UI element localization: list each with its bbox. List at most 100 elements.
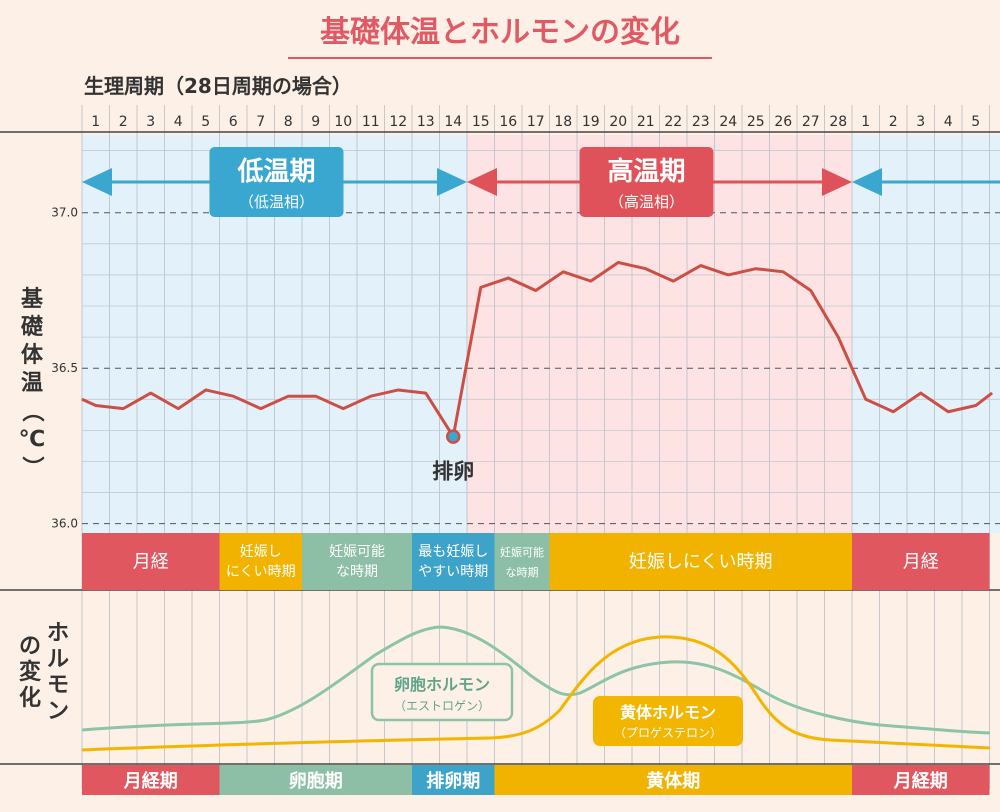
bbt-point: [700, 265, 702, 267]
fertility-segment: [852, 533, 990, 590]
ovulation-marker: [446, 429, 461, 444]
bbt-point: [232, 395, 234, 397]
day-label: 27: [802, 114, 820, 130]
day-label: 7: [256, 114, 265, 130]
phase-segment-label: 排卵期: [426, 770, 480, 792]
bbt-point: [672, 280, 674, 282]
fertility-segment: [549, 533, 852, 590]
cycle-subtitle: 生理周期（28日周期の場合）: [84, 74, 352, 98]
hormone-axis-label-char: ホ: [47, 621, 69, 646]
progesterone-curve: [81, 635, 991, 752]
phase-segment-label: 月経期: [123, 770, 178, 792]
day-label: 4: [174, 114, 183, 130]
day-label: 21: [637, 114, 655, 130]
day-label: 3: [146, 114, 155, 130]
bbt-point: [397, 389, 399, 391]
bbt-point: [617, 261, 619, 263]
fertility-segment-label: 妊娠し: [240, 544, 282, 560]
phase-arrows: 低温期 （低温相） 高温期 （高温相）: [82, 147, 1000, 217]
low-phase-arrowhead-right: [437, 168, 467, 196]
bbt-point: [727, 274, 729, 276]
hormone-axis-label-char: 変: [19, 659, 41, 685]
y-axis-label-char: 基: [21, 287, 44, 312]
low-phase-box: [209, 147, 344, 217]
bbt-series: 排卵: [81, 260, 993, 484]
day-label: 11: [362, 114, 380, 130]
day-label: 12: [389, 114, 407, 130]
estrogen-label-name: 卵胞ホルモン: [394, 675, 490, 694]
day-label: 5: [971, 114, 980, 130]
day-label: 1: [861, 114, 870, 130]
fertility-segment-label: 妊娠しにくい時期: [629, 552, 773, 573]
high-phase-arrowhead-left: [467, 168, 497, 196]
fertility-segment-label: な時期: [506, 566, 539, 579]
y-axis-label-char: 体: [21, 343, 44, 368]
y-axis-label-char: （: [19, 400, 44, 422]
day-label: 15: [472, 114, 490, 130]
bbt-point: [95, 405, 97, 407]
day-label: 2: [119, 114, 128, 130]
hormone-axis-label-char: モ: [47, 673, 69, 698]
bbt-point: [837, 336, 839, 338]
estrogen-label-sub: （エストロゲン）: [394, 699, 490, 713]
y-axis-label-char: 礎: [21, 314, 44, 340]
next-low-phase-region: [852, 135, 1000, 533]
progesterone-label-name: 黄体ホルモン: [620, 703, 716, 722]
hormone-axis-label-char: ン: [47, 699, 69, 724]
day-label: 9: [311, 114, 320, 130]
bbt-point: [81, 398, 83, 400]
bbt-point: [645, 268, 647, 270]
y-tick-label: 36.0: [51, 517, 78, 531]
day-label-row: 1 2 3 4 5 6 7 8 9 10 11 12 13 14 15 16 17 18 19 20 21 22 23 24 2…: [91, 114, 980, 130]
bbt-point: [342, 408, 344, 410]
day-label: 6: [229, 114, 238, 130]
day-label: 24: [719, 114, 737, 130]
fertility-segment-label: にくい時期: [226, 564, 296, 580]
bbt-point: [590, 280, 592, 282]
y-tick-label: 37.0: [51, 206, 78, 220]
day-label: 19: [582, 114, 600, 130]
fertility-segment-label: やすい時期: [418, 564, 488, 580]
bbt-point: [480, 286, 482, 288]
day-label: 25: [747, 114, 765, 130]
day-label: 22: [664, 114, 682, 130]
bbt-point: [865, 398, 867, 400]
day-label: 28: [829, 114, 847, 130]
day-label: 3: [916, 114, 925, 130]
fertility-segment: [219, 533, 302, 590]
fertility-segment: [302, 533, 412, 590]
bbt-point: [991, 392, 993, 394]
bbt-point: [975, 405, 977, 407]
fertility-segment-label: 月経: [903, 552, 939, 573]
fertility-segment-label: 月経: [133, 552, 169, 573]
progesterone-label-box: [593, 696, 743, 746]
bbt-point: [150, 392, 152, 394]
y-tick-label: 36.5: [51, 361, 78, 375]
phase-segment-label: 月経期: [893, 770, 948, 792]
bbt-point: [507, 277, 509, 279]
ovulation-label: 排卵: [432, 460, 474, 484]
y-axis-label-char: 温: [21, 371, 43, 396]
chart-title: 基礎体温とホルモンの変化: [320, 15, 680, 50]
bbt-point: [205, 389, 207, 391]
estrogen-label-box: [370, 662, 514, 722]
bbt-point: [892, 411, 894, 413]
progesterone-label-sub: （プロゲステロン）: [614, 726, 722, 740]
bbt-point: [287, 395, 289, 397]
day-label: 20: [609, 114, 627, 130]
fertility-segment: [82, 533, 220, 590]
fertility-segment: [494, 533, 550, 590]
phase-segment: [82, 765, 220, 795]
low-phase-title: 低温期: [236, 157, 315, 187]
day-label: 13: [417, 114, 435, 130]
bbt-point: [425, 392, 427, 394]
day-label: 16: [499, 114, 517, 130]
day-label: 1: [91, 114, 100, 130]
bbt-point: [370, 395, 372, 397]
bbt-point: [920, 392, 922, 394]
fertility-segment-label: 妊娠可能: [329, 544, 385, 560]
bbt-point: [810, 289, 812, 291]
low-phase-sub: （低温相）: [239, 193, 314, 211]
day-label: 26: [774, 114, 792, 130]
